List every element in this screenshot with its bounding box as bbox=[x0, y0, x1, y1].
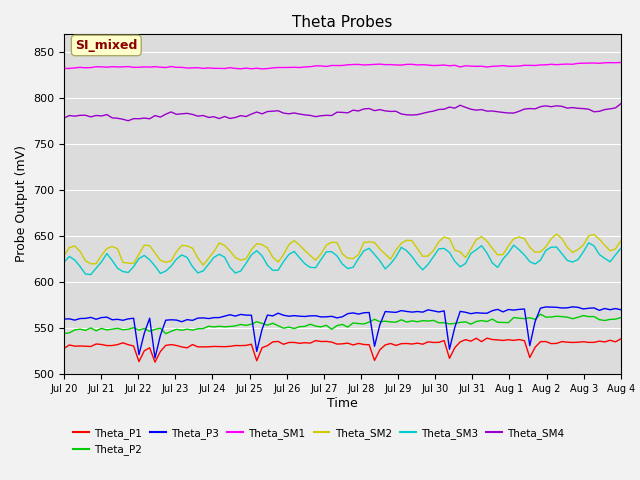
Theta_P2 bbox=[65, 330, 73, 336]
Theta_SM3 bbox=[140, 252, 148, 258]
Theta_SM3 bbox=[60, 259, 68, 265]
Theta_P2 bbox=[472, 319, 480, 324]
Theta_SM2 bbox=[472, 237, 480, 243]
Theta_SM2 bbox=[617, 238, 625, 244]
Theta_SM2 bbox=[553, 231, 561, 237]
Line: Theta_SM2: Theta_SM2 bbox=[64, 234, 621, 265]
Theta_SM1 bbox=[617, 60, 625, 65]
Theta_SM4 bbox=[140, 115, 148, 121]
Theta_SM4 bbox=[307, 112, 314, 118]
Theta_SM1 bbox=[65, 66, 73, 72]
Theta_P2 bbox=[135, 327, 143, 333]
Theta_P3 bbox=[307, 313, 314, 319]
Line: Theta_SM4: Theta_SM4 bbox=[64, 104, 621, 121]
Theta_SM3 bbox=[617, 245, 625, 251]
X-axis label: Time: Time bbox=[327, 397, 358, 410]
Theta_P1 bbox=[151, 359, 159, 365]
Theta_SM2 bbox=[65, 245, 73, 251]
Title: Theta Probes: Theta Probes bbox=[292, 15, 392, 30]
Theta_P3 bbox=[617, 307, 625, 312]
Theta_SM3 bbox=[585, 240, 593, 246]
Theta_P2 bbox=[537, 311, 545, 317]
Theta_P3 bbox=[280, 312, 287, 318]
Line: Theta_SM1: Theta_SM1 bbox=[64, 62, 621, 69]
Theta_P2 bbox=[617, 315, 625, 321]
Theta_P2 bbox=[280, 325, 287, 331]
Theta_SM4 bbox=[467, 107, 475, 112]
Line: Theta_P3: Theta_P3 bbox=[64, 307, 621, 358]
Theta_SM1 bbox=[135, 64, 143, 70]
Theta_P1 bbox=[483, 335, 491, 341]
Line: Theta_P1: Theta_P1 bbox=[64, 338, 621, 362]
Theta_SM3 bbox=[307, 264, 314, 270]
Theta_SM3 bbox=[280, 259, 287, 264]
Line: Theta_SM3: Theta_SM3 bbox=[64, 243, 621, 275]
Theta_P1 bbox=[60, 346, 68, 351]
Theta_P3 bbox=[151, 355, 159, 361]
Theta_SM3 bbox=[472, 247, 480, 252]
Theta_SM2 bbox=[280, 252, 287, 257]
Theta_SM1 bbox=[259, 66, 266, 72]
Theta_P1 bbox=[472, 336, 480, 341]
Theta_P1 bbox=[307, 340, 314, 346]
Theta_P3 bbox=[472, 310, 480, 316]
Theta_P3 bbox=[135, 352, 143, 358]
Theta_P2 bbox=[162, 331, 170, 336]
Theta_SM2 bbox=[199, 262, 207, 268]
Theta_P3 bbox=[467, 311, 475, 316]
Theta_P1 bbox=[135, 359, 143, 364]
Theta_SM4 bbox=[60, 115, 68, 121]
Theta_SM4 bbox=[65, 113, 73, 119]
Theta_P1 bbox=[280, 341, 287, 347]
Theta_SM1 bbox=[612, 60, 620, 66]
Theta_SM1 bbox=[467, 63, 475, 69]
Theta_SM2 bbox=[307, 252, 314, 258]
Theta_SM2 bbox=[60, 253, 68, 259]
Theta_P2 bbox=[467, 321, 475, 327]
Theta_SM4 bbox=[612, 105, 620, 111]
Theta_P3 bbox=[65, 316, 73, 322]
Theta_SM2 bbox=[135, 252, 143, 257]
Theta_P1 bbox=[467, 338, 475, 344]
Theta_SM1 bbox=[60, 66, 68, 72]
Text: SI_mixed: SI_mixed bbox=[75, 39, 138, 52]
Line: Theta_P2: Theta_P2 bbox=[64, 314, 621, 334]
Legend: Theta_P1, Theta_P2, Theta_P3, Theta_SM1, Theta_SM2, Theta_SM3, Theta_SM4: Theta_P1, Theta_P2, Theta_P3, Theta_SM1,… bbox=[69, 424, 568, 459]
Theta_P1 bbox=[617, 336, 625, 342]
Theta_SM4 bbox=[472, 108, 480, 113]
Theta_P1 bbox=[65, 342, 73, 348]
Theta_SM3 bbox=[467, 251, 475, 256]
Theta_SM2 bbox=[467, 246, 475, 252]
Theta_P3 bbox=[60, 316, 68, 322]
Theta_P3 bbox=[569, 304, 577, 310]
Theta_SM4 bbox=[617, 101, 625, 107]
Theta_SM1 bbox=[307, 64, 314, 70]
Y-axis label: Probe Output (mV): Probe Output (mV) bbox=[15, 145, 28, 263]
Theta_P2 bbox=[307, 321, 314, 327]
Theta_SM3 bbox=[65, 253, 73, 259]
Theta_P2 bbox=[60, 331, 68, 336]
Theta_SM3 bbox=[87, 272, 95, 277]
Theta_SM4 bbox=[124, 118, 132, 124]
Theta_SM1 bbox=[472, 63, 480, 69]
